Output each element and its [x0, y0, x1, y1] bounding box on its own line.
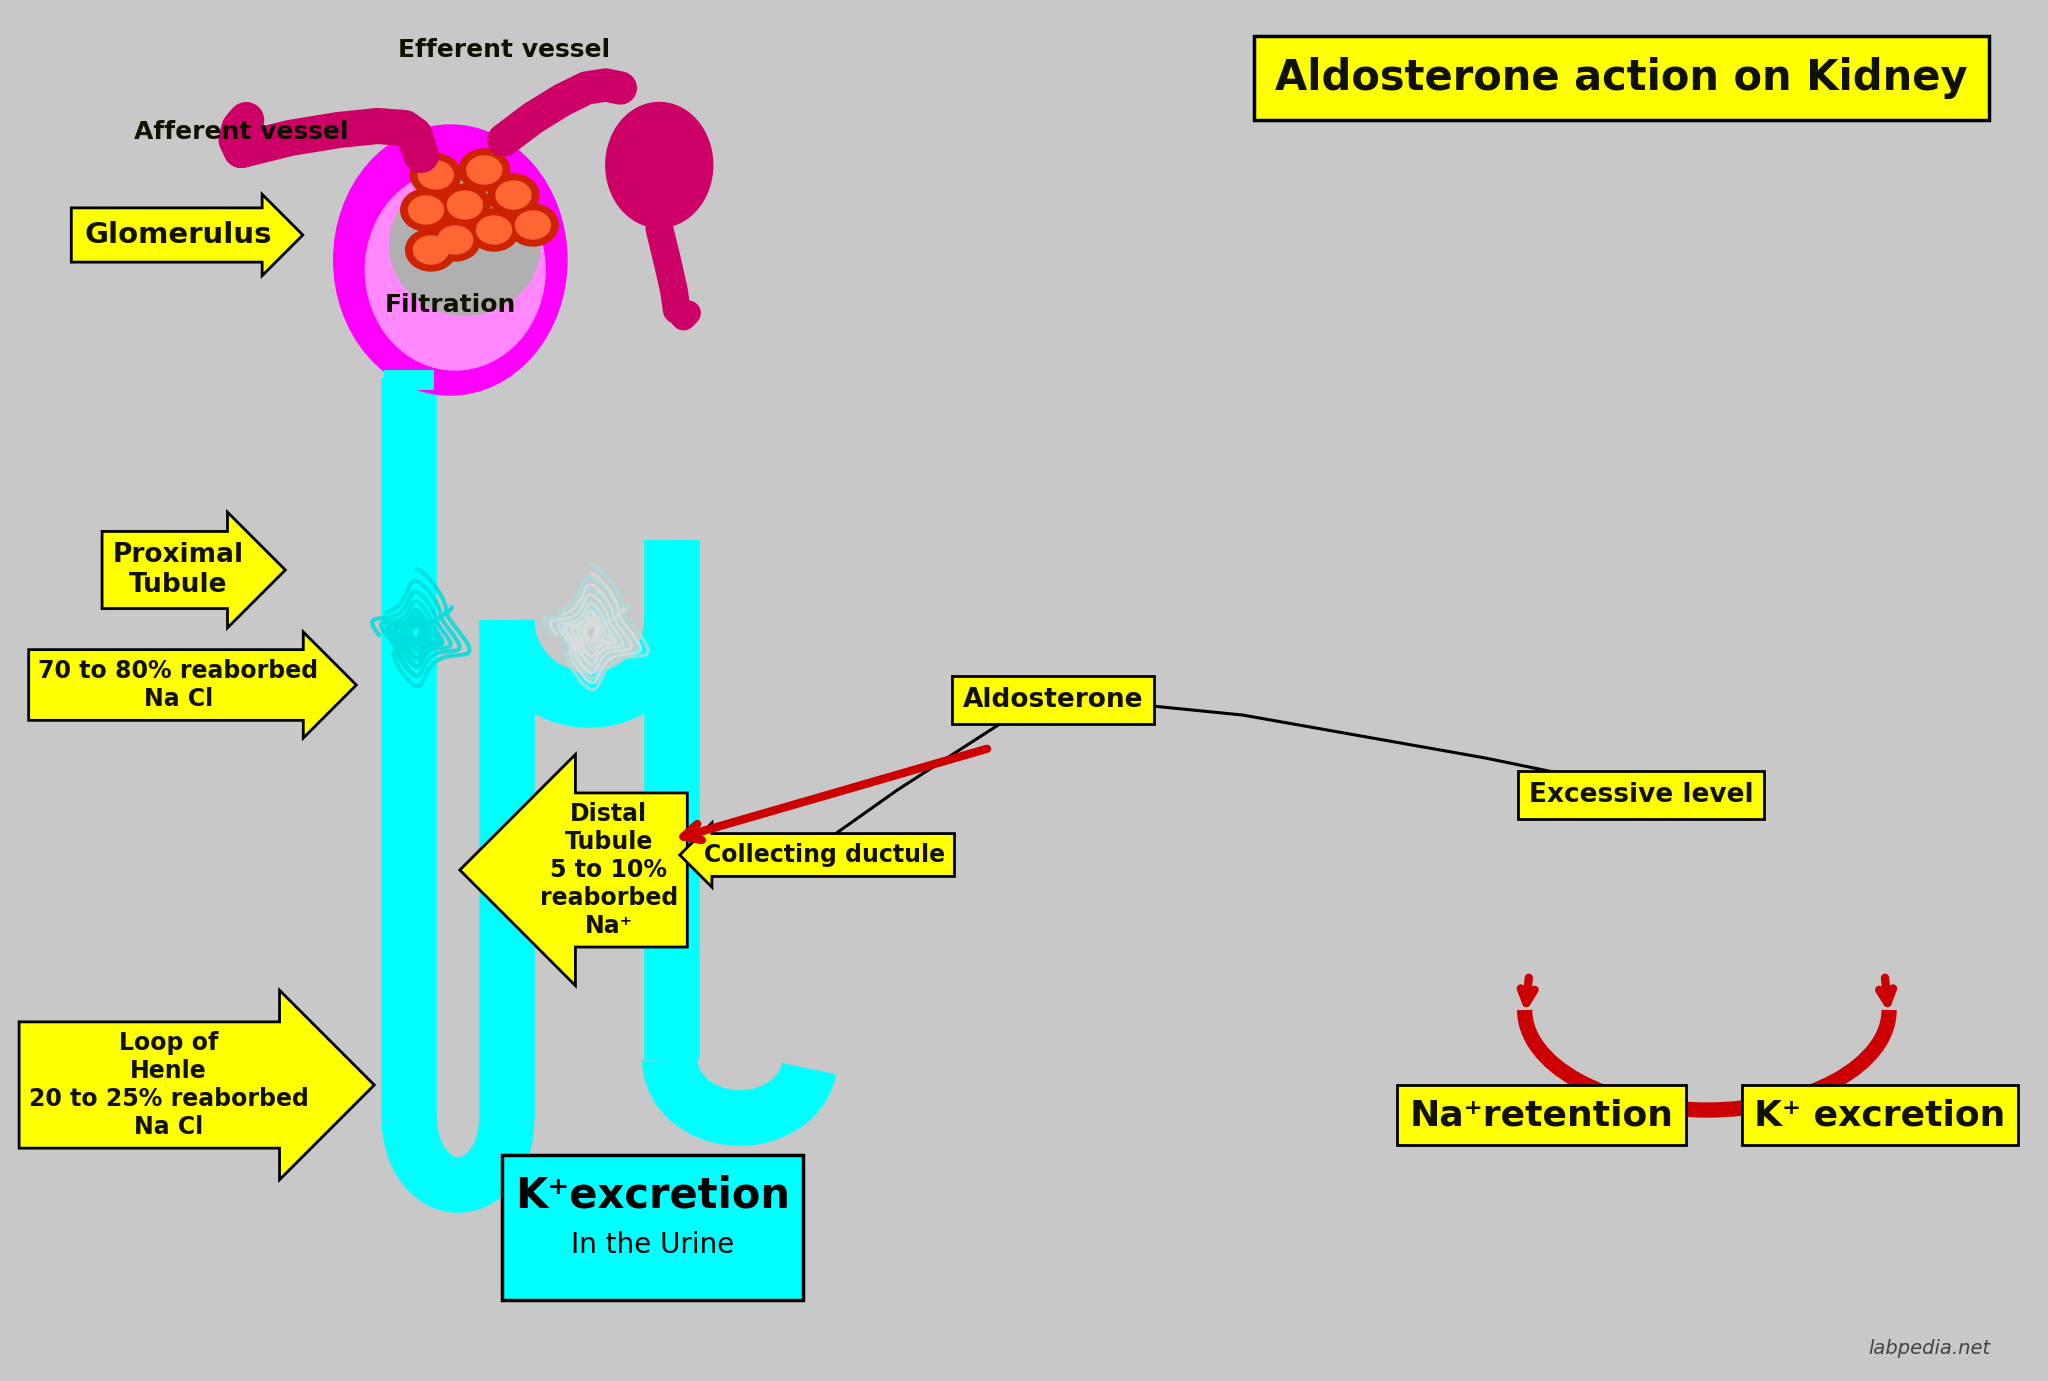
Ellipse shape: [334, 126, 567, 395]
FancyBboxPatch shape: [502, 1155, 803, 1300]
Text: 70 to 80% reaborbed
Na Cl: 70 to 80% reaborbed Na Cl: [39, 659, 317, 711]
Ellipse shape: [508, 204, 559, 246]
Ellipse shape: [430, 220, 481, 261]
Text: Distal
Tubule
5 to 10%
reaborbed
Na⁺: Distal Tubule 5 to 10% reaborbed Na⁺: [539, 802, 678, 938]
Text: labpedia.net: labpedia.net: [1868, 1340, 1991, 1358]
Ellipse shape: [418, 162, 453, 189]
Text: K⁺excretion: K⁺excretion: [514, 1174, 791, 1217]
Ellipse shape: [606, 102, 713, 228]
Text: Aldosterone action on Kidney: Aldosterone action on Kidney: [1276, 57, 1968, 99]
Text: In the Urine: In the Urine: [571, 1230, 733, 1259]
Ellipse shape: [477, 215, 512, 244]
Ellipse shape: [467, 156, 502, 184]
Ellipse shape: [406, 229, 457, 271]
Text: K⁺ excretion: K⁺ excretion: [1755, 1098, 2005, 1132]
Ellipse shape: [516, 211, 551, 239]
Text: Afferent vessel: Afferent vessel: [135, 120, 348, 144]
Ellipse shape: [446, 191, 483, 220]
Ellipse shape: [408, 196, 444, 224]
Text: Loop of
Henle
20 to 25% reaborbed
Na Cl: Loop of Henle 20 to 25% reaborbed Na Cl: [29, 1032, 309, 1139]
Text: Aldosterone: Aldosterone: [963, 686, 1143, 713]
Ellipse shape: [401, 189, 451, 231]
Text: Collecting ductule: Collecting ductule: [705, 842, 944, 867]
Text: Glomerulus: Glomerulus: [84, 221, 272, 249]
Ellipse shape: [440, 184, 489, 226]
Ellipse shape: [438, 226, 473, 254]
Ellipse shape: [459, 149, 510, 191]
Ellipse shape: [487, 174, 539, 215]
Text: Efferent vessel: Efferent vessel: [397, 39, 610, 62]
Text: Proximal
Tubule: Proximal Tubule: [113, 541, 244, 598]
Ellipse shape: [414, 236, 449, 264]
Ellipse shape: [365, 170, 545, 370]
Text: Excessive level: Excessive level: [1528, 782, 1753, 808]
Ellipse shape: [389, 175, 541, 315]
Ellipse shape: [410, 155, 461, 196]
Ellipse shape: [469, 209, 520, 251]
Ellipse shape: [496, 181, 530, 209]
Text: Filtration: Filtration: [385, 293, 516, 318]
Text: Na⁺retention: Na⁺retention: [1409, 1098, 1673, 1132]
